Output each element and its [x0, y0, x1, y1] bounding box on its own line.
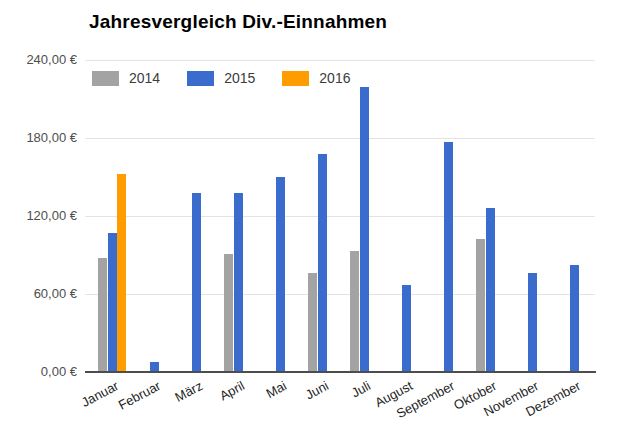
gridline-120	[85, 216, 595, 217]
y-tick-label-120: 120,00 €	[0, 208, 77, 223]
bar-2015-mrz[interactable]	[192, 193, 201, 372]
bar-2014-juni[interactable]	[308, 273, 317, 372]
y-tick-label-180: 180,00 €	[0, 130, 77, 145]
x-axis-line	[85, 371, 596, 373]
legend-label-2014: 2014	[129, 71, 160, 86]
y-tick-label-0: 0,00 €	[0, 364, 77, 379]
chart-legend: 2014 2015 2016	[92, 71, 377, 86]
bar-2015-januar[interactable]	[108, 233, 117, 372]
bar-2014-januar[interactable]	[98, 258, 107, 372]
legend-label-2016: 2016	[319, 71, 350, 86]
gridline-240	[85, 60, 595, 61]
bar-2015-dezember[interactable]	[570, 265, 579, 372]
legend-swatch-2016	[282, 71, 309, 86]
plot-area: 0,00 €60,00 €120,00 €180,00 €240,00 €Jan…	[0, 0, 632, 448]
legend-item-2014: 2014	[92, 71, 160, 86]
y-tick-label-240: 240,00 €	[0, 52, 77, 67]
bar-2014-oktober[interactable]	[476, 239, 485, 372]
legend-swatch-2015	[187, 71, 214, 86]
dividend-year-comparison-chart: Jahresvergleich Div.-Einnahmen 0,00 €60,…	[0, 0, 632, 448]
bar-2015-august[interactable]	[402, 285, 411, 372]
bar-2016-januar[interactable]	[117, 174, 126, 372]
bar-2015-september[interactable]	[444, 142, 453, 372]
y-tick-label-60: 60,00 €	[0, 286, 77, 301]
gridline-180	[85, 138, 595, 139]
legend-item-2015: 2015	[187, 71, 255, 86]
legend-swatch-2014	[92, 71, 119, 86]
bar-2015-november[interactable]	[528, 273, 537, 372]
legend-item-2016: 2016	[282, 71, 350, 86]
bar-2015-april[interactable]	[234, 193, 243, 372]
bar-2015-juni[interactable]	[318, 154, 327, 372]
bar-2014-april[interactable]	[224, 254, 233, 372]
bar-2015-juli[interactable]	[360, 87, 369, 372]
bar-2015-mai[interactable]	[276, 177, 285, 372]
bar-2015-oktober[interactable]	[486, 208, 495, 372]
legend-label-2015: 2015	[224, 71, 255, 86]
bar-2014-juli[interactable]	[350, 251, 359, 372]
gridline-60	[85, 294, 595, 295]
